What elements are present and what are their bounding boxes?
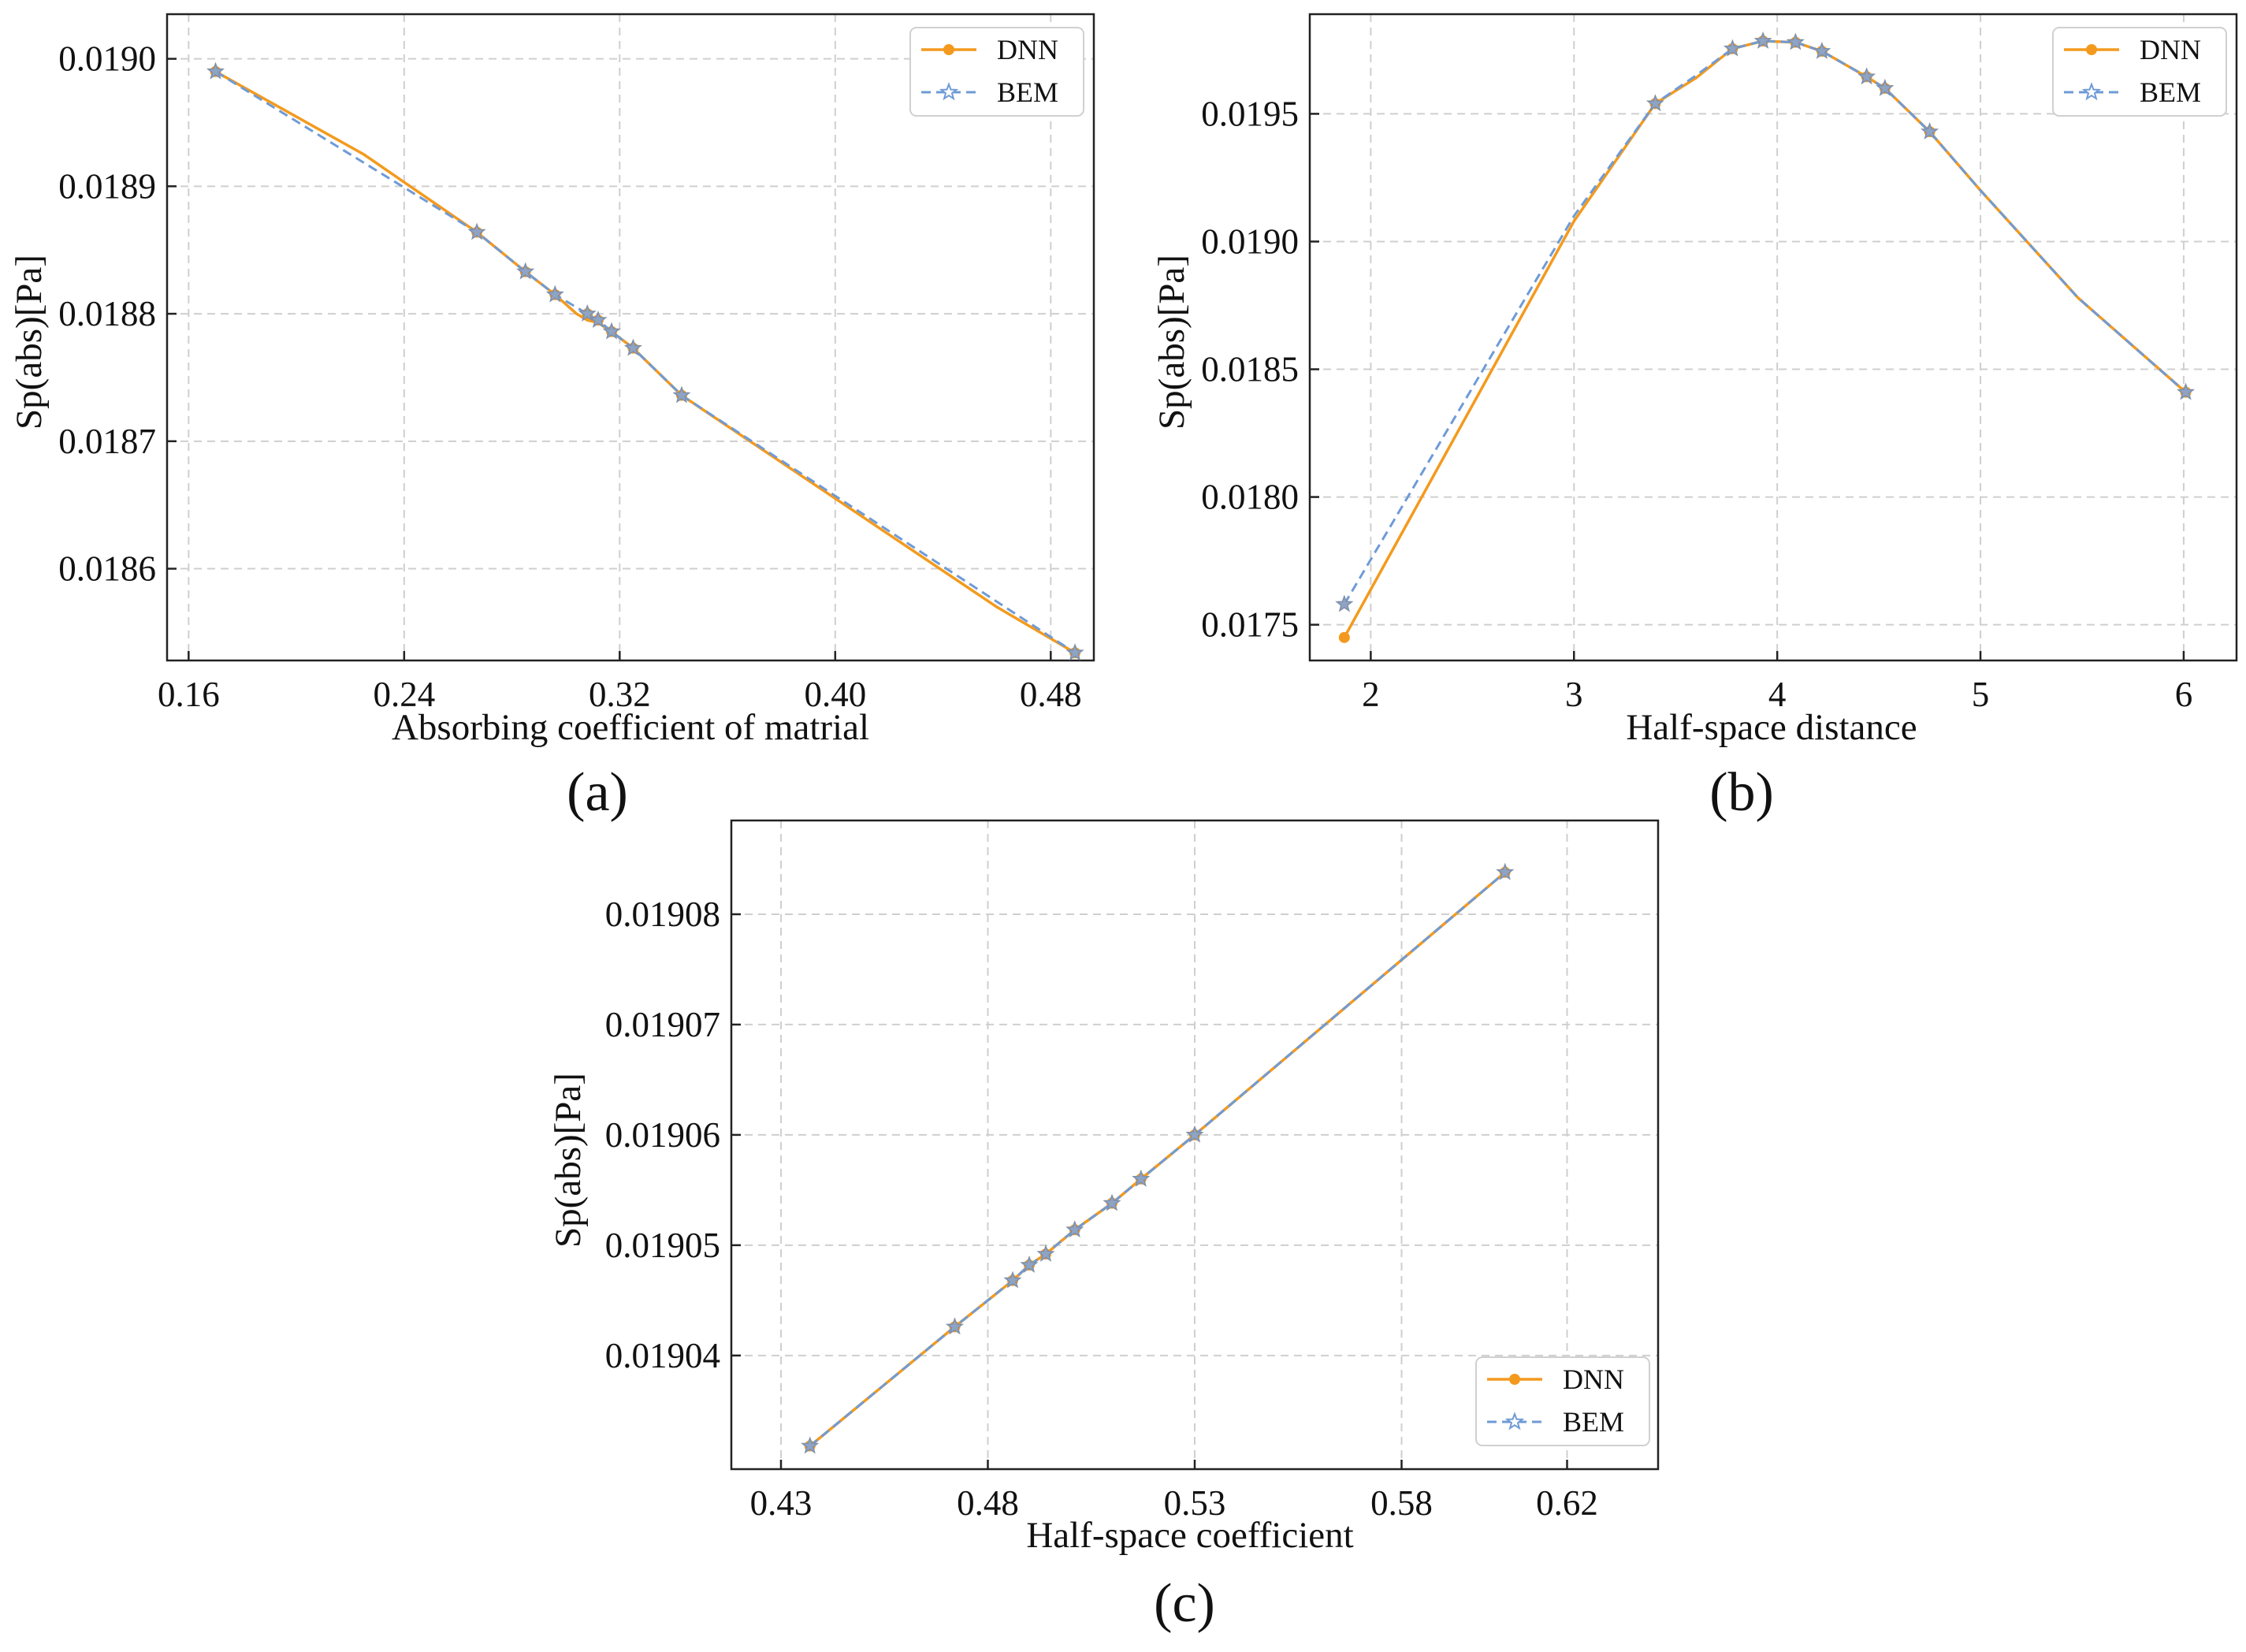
x-tick-label: 0.16 bbox=[158, 675, 220, 714]
panel-label: (a) bbox=[567, 762, 628, 823]
legend: DNN BEM bbox=[1475, 1356, 1650, 1446]
bem-point bbox=[1335, 594, 1354, 612]
y-tick-label: 0.0180 bbox=[1201, 478, 1299, 517]
y-axis-label: Sp(abs)[Pa] bbox=[1151, 255, 1192, 430]
legend: DNN BEM bbox=[909, 27, 1084, 117]
x-axis-label: Absorbing coefficient of matrial bbox=[392, 707, 869, 748]
bem-point bbox=[801, 1436, 820, 1454]
y-axis-label: Sp(abs)[Pa] bbox=[9, 255, 50, 430]
bem-point bbox=[1020, 1255, 1039, 1273]
x-tick-label: 3 bbox=[1565, 675, 1583, 714]
y-tick-label: 0.01906 bbox=[605, 1115, 720, 1155]
x-tick-label: 5 bbox=[1972, 675, 1990, 714]
y-tick-label: 0.0175 bbox=[1201, 605, 1299, 645]
bem-point bbox=[1723, 39, 1742, 57]
bem-point bbox=[1003, 1271, 1022, 1289]
x-tick-label: 0.40 bbox=[804, 675, 866, 714]
y-tick-label: 0.01908 bbox=[605, 895, 720, 934]
y-tick-label: 0.0187 bbox=[58, 422, 156, 461]
x-axis-label: Half-space distance bbox=[1626, 707, 1917, 748]
bem-point bbox=[1496, 862, 1515, 880]
x-tick-label: 0.43 bbox=[750, 1483, 813, 1523]
series-line-bem bbox=[214, 70, 1076, 654]
y-tick-label: 0.0190 bbox=[1201, 221, 1299, 261]
y-axis-label: Sp(abs)[Pa] bbox=[548, 1073, 589, 1248]
legend-dnn-marker bbox=[2086, 44, 2097, 55]
legend-bem-marker bbox=[2081, 82, 2102, 101]
bem-point bbox=[467, 222, 486, 240]
legend-dnn-marker bbox=[1509, 1374, 1520, 1385]
bem-point bbox=[206, 61, 225, 80]
legend-bem-label: BEM bbox=[997, 76, 1058, 108]
legend-bem-label: BEM bbox=[2140, 76, 2201, 108]
bem-point bbox=[589, 311, 608, 329]
series-line-bem bbox=[809, 871, 1506, 1447]
bem-point bbox=[1813, 41, 1831, 59]
plot-frame bbox=[165, 13, 1095, 662]
bem-point bbox=[1185, 1125, 1204, 1143]
y-tick-label: 0.0185 bbox=[1201, 350, 1299, 389]
x-tick-label: 0.58 bbox=[1370, 1483, 1433, 1523]
y-tick-label: 0.01905 bbox=[605, 1226, 720, 1265]
bem-point bbox=[1065, 1220, 1084, 1238]
y-tick-label: 0.0188 bbox=[58, 294, 156, 333]
bem-point bbox=[1857, 67, 1876, 85]
bem-point bbox=[1753, 31, 1772, 49]
legend-dnn-marker bbox=[943, 44, 954, 55]
legend: DNN BEM bbox=[2052, 27, 2227, 117]
plot-frame bbox=[1308, 13, 2238, 662]
y-tick-label: 0.0190 bbox=[58, 39, 156, 79]
x-tick-label: 0.48 bbox=[957, 1483, 1019, 1523]
bem-point bbox=[1645, 94, 1664, 112]
series-line-bem bbox=[1343, 39, 2187, 605]
x-tick-label: 4 bbox=[1768, 675, 1787, 714]
legend-bem-label: BEM bbox=[1563, 1406, 1624, 1438]
y-tick-label: 0.0195 bbox=[1201, 94, 1299, 133]
x-tick-label: 2 bbox=[1362, 675, 1380, 714]
legend-bem-marker bbox=[1504, 1412, 1525, 1431]
bem-point bbox=[1786, 32, 1805, 50]
y-tick-label: 0.0186 bbox=[58, 549, 156, 589]
bem-point bbox=[1876, 78, 1895, 96]
x-tick-label: 0.62 bbox=[1536, 1483, 1598, 1523]
x-tick-label: 0.32 bbox=[589, 675, 651, 714]
x-tick-label: 0.24 bbox=[373, 675, 435, 714]
legend-bem-marker bbox=[939, 82, 959, 101]
y-tick-label: 0.0189 bbox=[58, 166, 156, 206]
bem-point bbox=[1921, 121, 1939, 140]
bem-point bbox=[578, 303, 597, 322]
bem-point bbox=[945, 1317, 965, 1335]
chart-panel-b: 2 3 4 5 6 0.0175 0.0180 0.0185 0.0190 0.0195 Half-… bbox=[1151, 13, 2238, 823]
x-tick-label: 6 bbox=[2175, 675, 2193, 714]
x-tick-label: 0.53 bbox=[1164, 1483, 1226, 1523]
chart-panel-a: 0.16 0.24 0.32 0.40 0.48 0.0186 0.0187 0.0188 0.… bbox=[9, 13, 1095, 823]
panel-label: (c) bbox=[1154, 1573, 1215, 1634]
y-tick-label: 0.01904 bbox=[605, 1336, 720, 1375]
chart-panel-c: 0.43 0.48 0.53 0.58 0.62 0.01904 0.01905 0.0190… bbox=[548, 819, 1660, 1634]
bem-point bbox=[1036, 1244, 1055, 1262]
bem-point bbox=[516, 262, 535, 280]
dnn-point bbox=[1338, 631, 1350, 643]
bem-point bbox=[672, 385, 691, 404]
bem-point bbox=[623, 338, 642, 356]
legend-dnn-label: DNN bbox=[2140, 34, 2201, 65]
y-tick-label: 0.01907 bbox=[605, 1005, 720, 1044]
x-tick-label: 0.48 bbox=[1020, 675, 1082, 714]
bem-point bbox=[1103, 1193, 1121, 1211]
legend-dnn-label: DNN bbox=[1563, 1364, 1624, 1395]
bem-point bbox=[2176, 382, 2196, 400]
x-axis-label: Half-space coefficient bbox=[1026, 1515, 1353, 1556]
legend-dnn-label: DNN bbox=[997, 34, 1058, 65]
bem-point bbox=[545, 285, 564, 303]
series-line-dnn bbox=[1343, 39, 2187, 638]
bem-point bbox=[1132, 1169, 1151, 1187]
bem-point bbox=[1065, 643, 1084, 661]
panel-label: (b) bbox=[1709, 762, 1774, 823]
series-line-dnn bbox=[214, 70, 1076, 654]
bem-point bbox=[602, 322, 621, 340]
